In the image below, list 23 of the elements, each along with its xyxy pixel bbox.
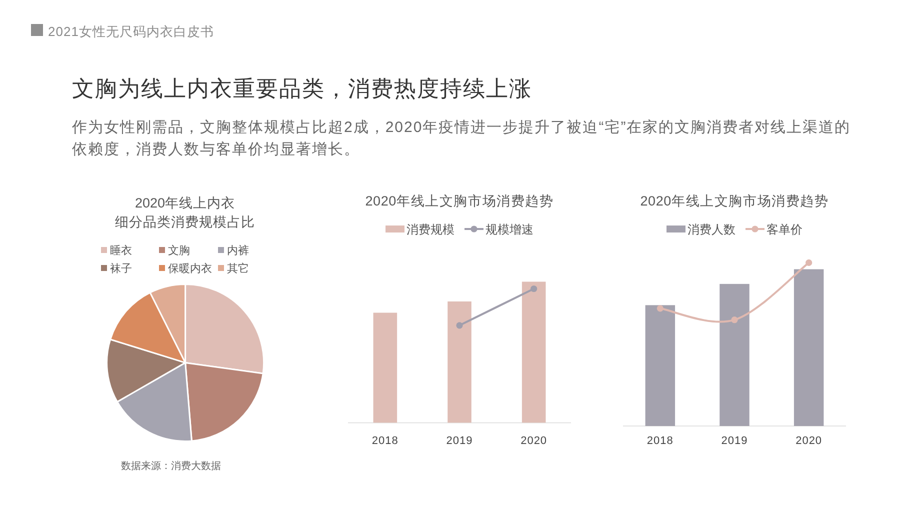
chart-title: 2020年线上内衣细分品类消费规模占比	[115, 196, 255, 230]
chart-title: 2020年线上文胸市场消费趋势	[640, 194, 829, 208]
legend-label: 袜子	[110, 262, 132, 275]
x-tick-label: 2018	[646, 435, 674, 447]
x-tick-label: 2020	[796, 435, 822, 447]
text: 作为女性刚需品，文胸整体规模占比超2成，2020年疫情进一步提升了被迫“宅”在家的文胸消费者对线上渠道的依赖度，消费人数与客单价均显著增长。	[72, 118, 852, 160]
legend-label: 文胸	[168, 244, 190, 257]
text: 2021女性无尺码内衣白皮书	[48, 24, 214, 39]
legend-label: 保暖内衣	[168, 262, 212, 275]
text: 文胸为线上内衣重要品类，消费热度持续上涨	[72, 76, 532, 101]
legend-label: 规模增速	[486, 222, 534, 236]
source-note: 数据来源：消费大数据	[121, 460, 221, 472]
legend-label: 消费人数	[688, 222, 736, 236]
x-tick-label: 2019	[446, 435, 473, 447]
x-tick-label: 2019	[721, 435, 748, 447]
legend-label: 客单价	[766, 222, 802, 236]
legend-label: 内裤	[227, 244, 249, 257]
x-tick-label: 2018	[372, 435, 398, 447]
legend-label: 消费规模	[406, 222, 454, 236]
legend-label: 睡衣	[110, 244, 132, 257]
chart-title: 2020年线上文胸市场消费趋势	[365, 194, 554, 208]
legend-label: 其它	[227, 262, 249, 275]
x-tick-label: 2020	[520, 435, 548, 447]
